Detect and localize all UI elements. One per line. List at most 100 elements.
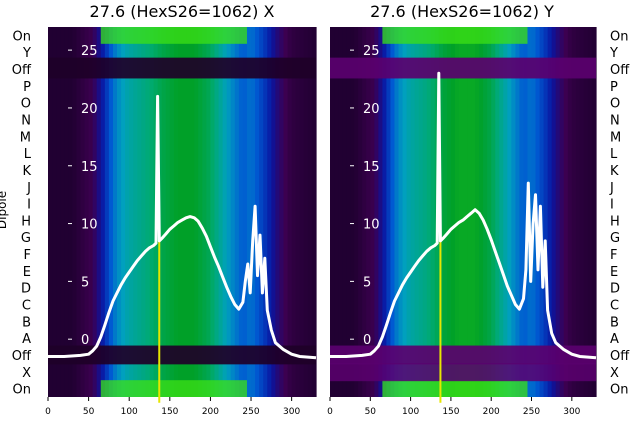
row-label: A [22, 332, 31, 347]
heatmap-column [446, 27, 452, 397]
heatmap-column [230, 27, 236, 397]
heatmap-column [402, 27, 408, 397]
heatmap-column [112, 27, 118, 397]
x-tick-label: 150 [161, 407, 178, 417]
heatmap-column [161, 27, 167, 397]
x-tick-label: 100 [402, 407, 419, 417]
row-label: G [21, 231, 31, 246]
row-label: B [610, 315, 619, 330]
heatmap-column [454, 27, 460, 397]
heatmap-column [169, 27, 175, 397]
row-label: X [22, 366, 31, 381]
heatmap-column [234, 27, 240, 397]
heatmap-column [370, 27, 375, 397]
x-tick-label: 150 [442, 407, 459, 417]
heatmap-column [551, 27, 557, 397]
heatmap-column [177, 27, 183, 397]
heatmap-column [295, 27, 301, 397]
row-label: E [23, 265, 31, 280]
row-label: L [24, 147, 32, 162]
heatmap-column [543, 27, 549, 397]
heatmap-column [491, 27, 496, 397]
heatmap-column [52, 27, 57, 397]
row-label: Off [610, 63, 630, 78]
heatmap-column [587, 27, 593, 397]
heatmap-column [511, 27, 516, 397]
heatmap-column [206, 27, 212, 397]
x-tick-label: 250 [242, 407, 259, 417]
heatmap-column [186, 27, 191, 397]
row-label: J [609, 181, 614, 196]
dark-band-bottom-x [330, 363, 596, 382]
series-line [330, 71, 597, 360]
y-tick-label: 5 [363, 275, 371, 290]
heatmap-column [242, 27, 248, 397]
row-label: P [23, 80, 31, 95]
row-label: Y [609, 46, 618, 61]
heatmap-column [129, 27, 134, 397]
row-label: I [610, 198, 614, 213]
heatmap-column [263, 27, 268, 397]
heatmap-column [226, 27, 232, 397]
heatmap-column [559, 27, 565, 397]
heatmap-column [202, 27, 207, 397]
row-label: K [610, 164, 619, 179]
heatmap-column [104, 27, 110, 397]
heatmap-column [117, 27, 122, 397]
heatmap-column [238, 27, 244, 397]
heatmap-column [563, 27, 569, 397]
x-tick-label: 300 [563, 407, 580, 417]
row-label: N [21, 114, 31, 129]
y-tick-label: 20 [81, 102, 98, 117]
heatmap-column [414, 27, 420, 397]
heatmap-column [547, 27, 553, 397]
row-label: I [27, 198, 31, 213]
y-tick-label: 25 [81, 44, 98, 59]
heatmap-column [342, 27, 347, 397]
row-label: M [20, 130, 31, 145]
chart-title: 27.6 (HexS26=1062) Y [370, 2, 554, 21]
heatmap-column [406, 27, 412, 397]
x-tick-label: 200 [202, 407, 219, 417]
row-label: On [610, 29, 628, 44]
heatmap-column [394, 27, 400, 397]
x-tick-label: 250 [523, 407, 540, 417]
heatmap-column [366, 27, 371, 397]
heatmap-column [591, 27, 597, 397]
heatmap-column [246, 27, 252, 397]
x-tick-label: 50 [365, 407, 377, 417]
y-tick-label: 15 [363, 160, 380, 175]
row-label: Y [22, 46, 31, 61]
heatmap-column [72, 27, 78, 397]
heatmap-column [374, 27, 379, 397]
heatmap-column [362, 27, 367, 397]
heatmap-column [467, 27, 472, 397]
x-tick-label: 0 [45, 407, 51, 417]
heatmap-column [76, 27, 82, 397]
row-label: D [610, 282, 620, 297]
heatmap-column [398, 27, 404, 397]
heatmap-column [426, 27, 432, 397]
heatmap-column [479, 27, 484, 397]
heatmap-column [190, 27, 195, 397]
heatmap-column [165, 27, 171, 397]
x-tick-label: 300 [283, 407, 300, 417]
heatmap-column [283, 27, 289, 397]
heatmap-column [210, 27, 216, 397]
heatmap-column [291, 27, 297, 397]
row-label: J [26, 181, 31, 196]
row-label: On [13, 29, 31, 44]
heatmap-column [133, 27, 138, 397]
y-tick-label: 5 [81, 275, 89, 290]
dark-band-top [330, 57, 596, 79]
heatmap-column [84, 27, 90, 397]
dark-band-bottom [48, 345, 316, 365]
y-tick-label: 0 [363, 333, 371, 348]
heatmap-column [271, 27, 276, 397]
heatmap-column [410, 27, 416, 397]
heatmap-column [483, 27, 488, 397]
row-label: P [610, 80, 618, 95]
row-label: Off [12, 63, 32, 78]
heatmap-column [495, 27, 500, 397]
